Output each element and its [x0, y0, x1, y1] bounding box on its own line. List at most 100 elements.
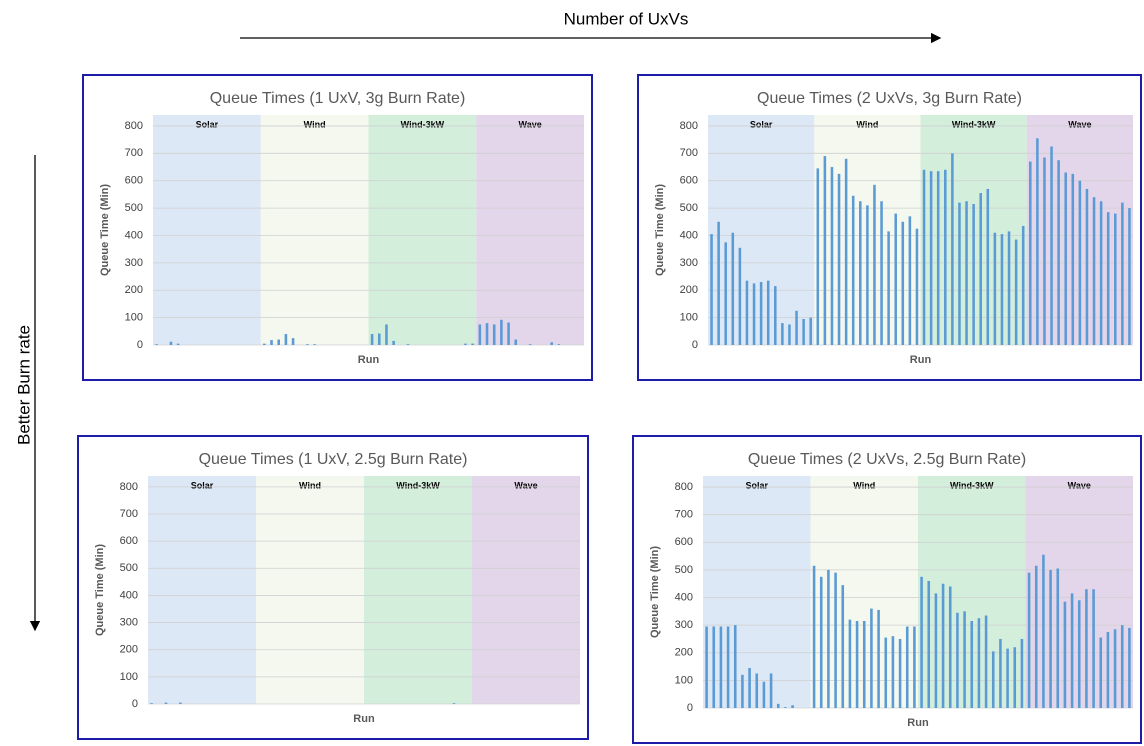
- bar: [951, 153, 954, 345]
- y-tick-label: 600: [120, 535, 138, 547]
- bar: [528, 344, 532, 345]
- bar: [406, 344, 410, 345]
- region-band: [148, 476, 256, 704]
- bar: [936, 171, 940, 345]
- y-tick-label: 300: [120, 616, 138, 628]
- region-band: [153, 115, 261, 345]
- bar: [993, 232, 997, 345]
- bar: [164, 702, 168, 704]
- x-arrow-label: Number of UxVs: [564, 9, 689, 28]
- region-band: [472, 476, 580, 704]
- y-tick-label: 400: [680, 229, 698, 241]
- bar: [550, 342, 553, 345]
- chart-panel: Queue Times (1 UxV, 2.5g Burn Rate) Queue…: [77, 435, 589, 740]
- bar: [929, 171, 933, 345]
- bar: [306, 344, 309, 345]
- bar: [827, 569, 830, 708]
- y-tick-label: 300: [675, 619, 693, 631]
- bar: [862, 621, 866, 708]
- bar: [1043, 157, 1046, 345]
- chart-panel: Queue Times (1 UxV, 3g Burn Rate) Queue T…: [82, 74, 593, 381]
- y-tick-label: 200: [675, 647, 693, 659]
- bar: [514, 339, 518, 345]
- y-tick-label: 400: [120, 589, 138, 601]
- bar: [748, 667, 751, 708]
- region-label: Wave: [519, 119, 542, 129]
- chart-panel: Queue Times (2 UxVs, 3g Burn Rate) Queue …: [637, 74, 1142, 381]
- chart-title: Queue Times (1 UxV, 2.5g Burn Rate): [199, 451, 468, 468]
- region-label: Wind: [856, 119, 878, 129]
- bar: [1042, 554, 1045, 708]
- bar: [844, 158, 848, 345]
- bar: [270, 340, 273, 345]
- bar: [873, 184, 876, 345]
- bar: [485, 323, 489, 345]
- bar: [1006, 648, 1009, 708]
- bar: [920, 576, 923, 708]
- bar: [823, 156, 827, 345]
- bar: [774, 286, 777, 345]
- y-tick-label: 500: [120, 562, 138, 574]
- bar: [791, 705, 794, 708]
- y-tick-label: 800: [125, 120, 143, 132]
- region-band: [368, 115, 477, 345]
- region-label: Solar: [196, 119, 219, 129]
- y-tick-label: 0: [687, 702, 693, 714]
- bar: [762, 681, 766, 708]
- bar: [179, 702, 182, 704]
- bar: [784, 707, 787, 708]
- y-tick-label: 100: [675, 674, 693, 686]
- bar: [927, 580, 931, 708]
- bar: [1064, 172, 1067, 345]
- y-tick-label: 400: [125, 229, 143, 241]
- y-tick-label: 200: [120, 644, 138, 656]
- bar: [738, 247, 742, 345]
- bar: [922, 169, 926, 345]
- bar: [948, 586, 952, 708]
- region-label: Wind: [304, 119, 326, 129]
- bar: [809, 317, 812, 345]
- bar: [1050, 146, 1053, 345]
- y-tick-label: 200: [680, 284, 698, 296]
- bar: [1007, 231, 1011, 345]
- bar: [557, 344, 561, 345]
- bar: [717, 221, 720, 345]
- region-label: Wind-3kW: [401, 119, 445, 129]
- bar: [507, 322, 510, 345]
- bar: [1063, 601, 1067, 708]
- bar: [1099, 637, 1103, 708]
- bar: [855, 621, 859, 708]
- bar: [1077, 600, 1081, 708]
- bar: [1021, 225, 1025, 345]
- y-tick-label: 700: [120, 508, 138, 520]
- bar: [788, 324, 791, 345]
- bar: [848, 619, 852, 708]
- y-tick-label: 100: [680, 312, 698, 324]
- bar: [1020, 638, 1024, 708]
- bar: [1085, 589, 1088, 708]
- y-axis-label: Queue Time (Min): [99, 184, 111, 276]
- y-tick-label: 200: [125, 284, 143, 296]
- bar: [452, 703, 456, 704]
- y-tick-label: 400: [675, 591, 693, 603]
- bar: [1121, 202, 1124, 345]
- y-tick-label: 700: [125, 147, 143, 159]
- bar: [837, 173, 841, 345]
- bar: [1106, 212, 1110, 345]
- x-axis-label: Run: [358, 354, 380, 366]
- bar: [795, 310, 798, 345]
- y-tick-label: 500: [680, 202, 698, 214]
- chart-title: Queue Times (2 UxVs, 2.5g Burn Rate): [748, 451, 1026, 468]
- bar: [712, 626, 716, 708]
- y-tick-label: 0: [692, 339, 698, 351]
- bar: [887, 231, 890, 345]
- bar: [870, 608, 873, 708]
- region-band: [260, 115, 369, 345]
- bar: [877, 609, 880, 708]
- bar: [970, 621, 974, 708]
- region-band: [476, 115, 584, 345]
- bar: [1078, 180, 1082, 345]
- bar: [1070, 593, 1074, 708]
- bar: [851, 195, 855, 345]
- bar: [385, 324, 388, 345]
